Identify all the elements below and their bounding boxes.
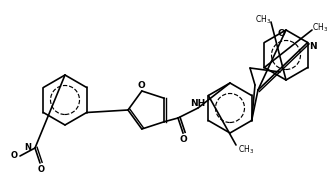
Text: O: O <box>10 152 17 160</box>
Text: O: O <box>277 29 285 37</box>
Text: CH$_3$: CH$_3$ <box>255 14 271 26</box>
Text: N: N <box>309 42 317 51</box>
Text: O: O <box>38 165 45 173</box>
Text: CH$_3$: CH$_3$ <box>238 144 254 156</box>
Text: O: O <box>179 134 187 144</box>
Text: O: O <box>138 81 146 90</box>
Text: NH: NH <box>190 100 206 108</box>
Text: N: N <box>24 143 31 152</box>
Text: CH$_3$: CH$_3$ <box>312 22 328 34</box>
